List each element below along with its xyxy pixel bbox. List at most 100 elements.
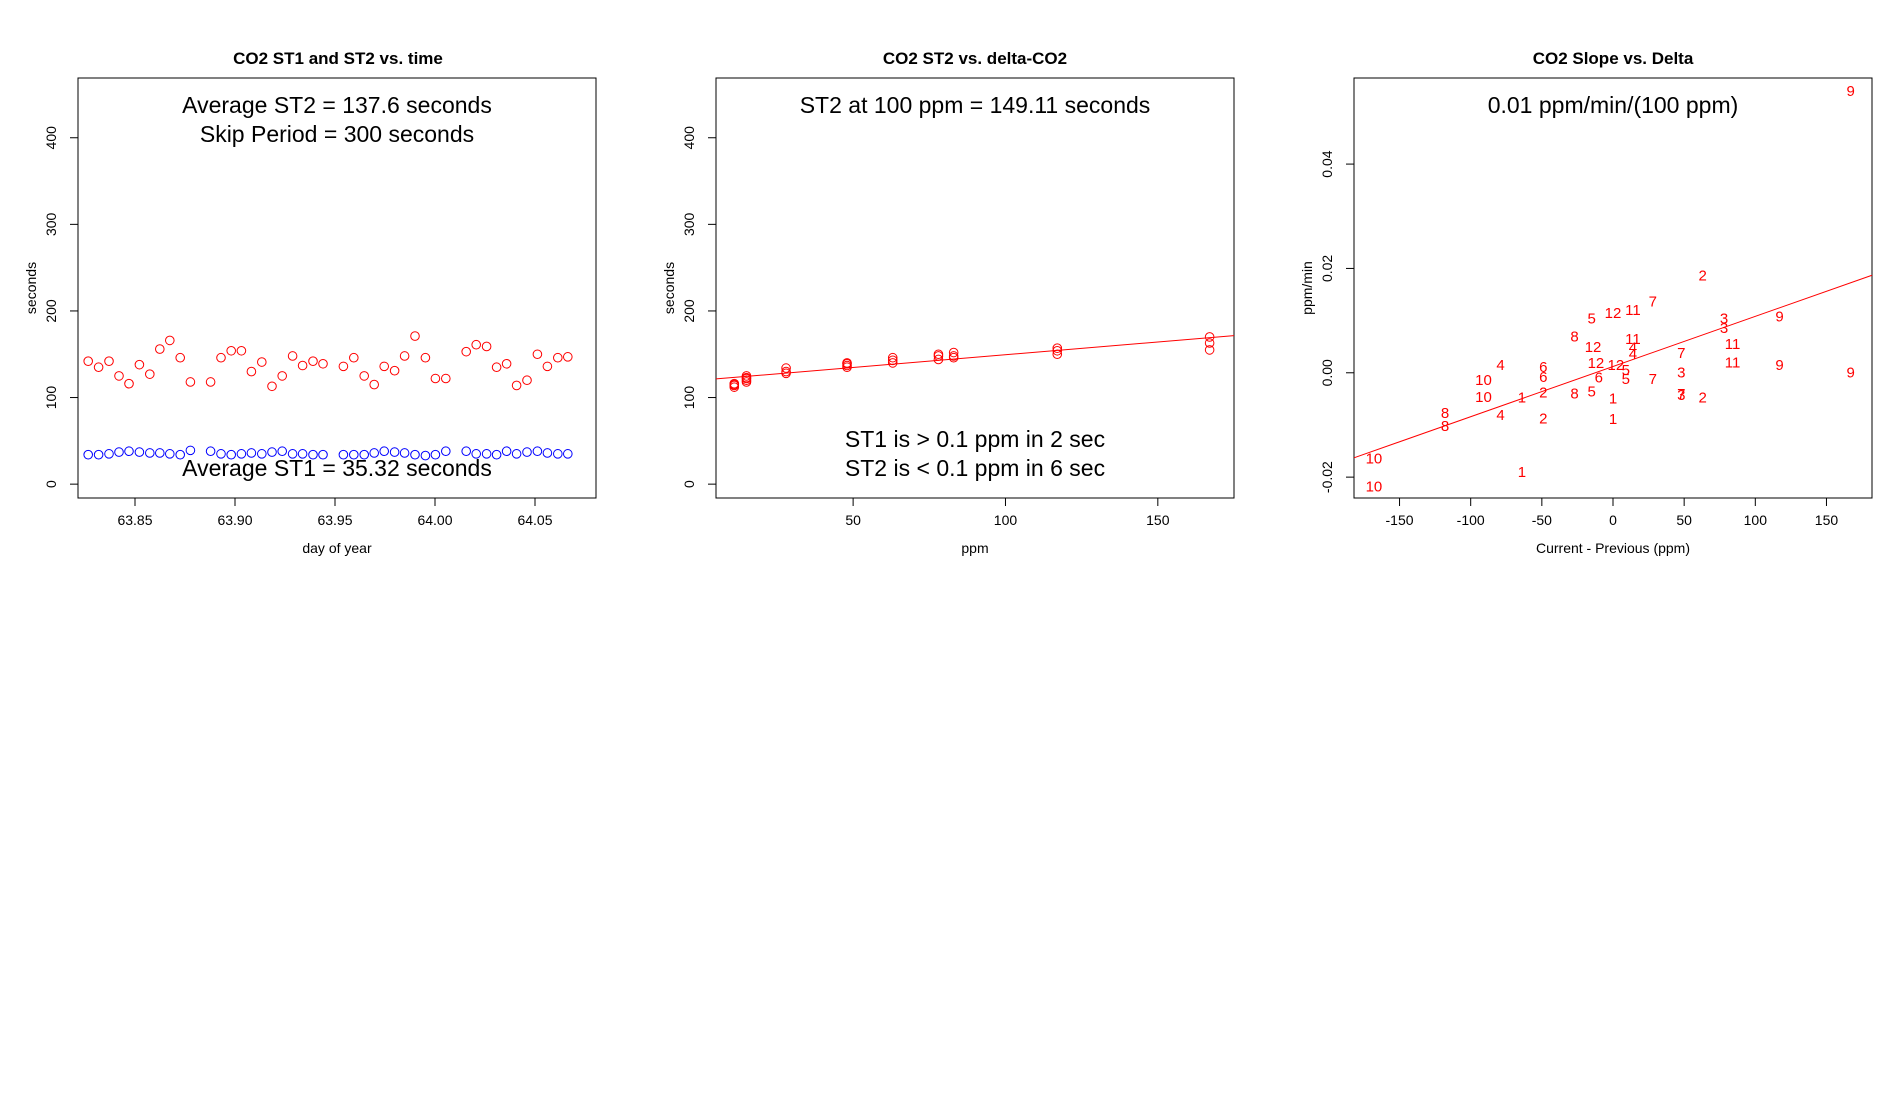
y-tick-label: 200 [681,299,697,323]
y-tick-label: 300 [43,212,59,236]
st1-point [236,449,247,459]
st2-point [887,355,898,366]
y-tick-label: 400 [43,126,59,150]
st1-point [399,448,410,458]
st1-point [318,449,328,460]
month-label-point: 10 [1366,450,1383,467]
x-tick-label: 0 [1609,512,1617,528]
st2-point [124,378,134,389]
st1-point [216,449,226,459]
panel-slope-chart: CO2 Slope vs. Delta Current - Previous (… [1299,49,1873,556]
st1-point [471,449,482,459]
st2-point [145,369,155,379]
regression-line [715,335,1235,380]
st2-point [842,358,852,368]
st2-point [359,371,370,381]
st1-point [104,449,114,459]
month-label-point: 3 [1677,387,1685,404]
month-label-point: 5 [1622,362,1630,379]
st2-point [741,371,752,381]
st2-point [318,358,328,369]
data-points: 1010881010441166228855121261212115511114… [1353,83,1873,496]
month-label-point: 3 [1677,364,1685,381]
st2-point [461,346,472,357]
st1-point [175,449,185,460]
month-label-point: 9 [1846,83,1854,100]
month-label-point: 4 [1496,407,1504,424]
month-label-point: 10 [1366,479,1383,496]
st1-point [430,449,441,460]
st1-point [522,447,532,457]
month-label-point: 10 [1475,372,1492,389]
st1-point [379,446,390,457]
month-label-point: 4 [1496,357,1504,374]
month-label-point: 8 [1570,386,1578,403]
st2-point [236,345,247,356]
st1-point [226,449,236,460]
st1-point [389,447,400,457]
st2-point [277,371,288,381]
y-axis-label: seconds [23,262,39,314]
st2-point [933,349,944,360]
st1-point [349,449,359,460]
month-label-point: 1 [1518,389,1526,406]
st2-point [948,351,959,361]
st1-point [369,448,380,458]
month-label-point: 3 [1720,311,1728,328]
st2-point [522,375,532,386]
st1-point [481,449,492,459]
x-tick-label: 63.90 [217,512,252,528]
st2-point [287,351,298,361]
st2-point [399,351,410,361]
month-label-point: 11 [1625,302,1641,319]
st2-point [1052,349,1063,360]
st1-point [267,447,277,457]
y-tick-label: 200 [43,299,59,323]
month-label-point: 10 [1475,389,1492,406]
st2-point [1204,332,1215,342]
x-tick-label: 64.00 [417,512,452,528]
st1-point [205,446,216,457]
x-tick-label: 100 [994,512,1018,528]
y-tick-label: 100 [681,386,697,410]
st2-point [216,352,226,363]
month-label-point: 2 [1698,268,1706,285]
st2-point [887,358,898,368]
st2-point [553,352,563,363]
annotation-skip-period: Skip Period = 300 seconds [200,121,474,147]
st2-point [83,356,93,366]
st1-point [461,446,472,457]
st2-point [1204,338,1215,348]
annotation-st1-threshold: ST1 is > 0.1 ppm in 2 sec [845,426,1105,452]
st2-point [420,352,431,363]
y-tick-label: 0 [43,480,59,488]
y-tick-label: -0.02 [1319,461,1335,493]
st2-point [471,339,482,350]
plot-frame [77,77,597,499]
st1-point [257,449,267,459]
st2-point [369,379,380,390]
chart-title: CO2 ST1 and ST2 vs. time [233,49,443,68]
st2-point [246,366,257,377]
x-tick-label: -50 [1532,512,1552,528]
x-tick-label: 50 [845,512,861,528]
st2-point [781,363,791,373]
month-label-point: 2 [1698,389,1706,406]
y-tick-label: 0.04 [1319,150,1335,177]
y-tick-label: 300 [681,212,697,236]
month-label-point: 12 [1588,355,1605,372]
month-label-point: 7 [1649,293,1657,310]
st1-point [246,448,257,458]
panel-delta-chart: CO2 ST2 vs. delta-CO2 ppm seconds ST2 at… [661,49,1235,556]
st1-point [563,449,573,459]
month-label-point: 8 [1441,405,1449,422]
st2-point [338,361,349,372]
st2-point [104,356,114,366]
x-tick-label: 100 [1744,512,1768,528]
month-label-point: 4 [1629,346,1637,363]
axis-ticks: 50 100 150 0 100 200 300 400 [681,126,1170,528]
x-tick-label: -150 [1386,512,1414,528]
st1-point [124,446,134,457]
st2-point [185,377,196,387]
y-axis-label: seconds [661,262,677,314]
